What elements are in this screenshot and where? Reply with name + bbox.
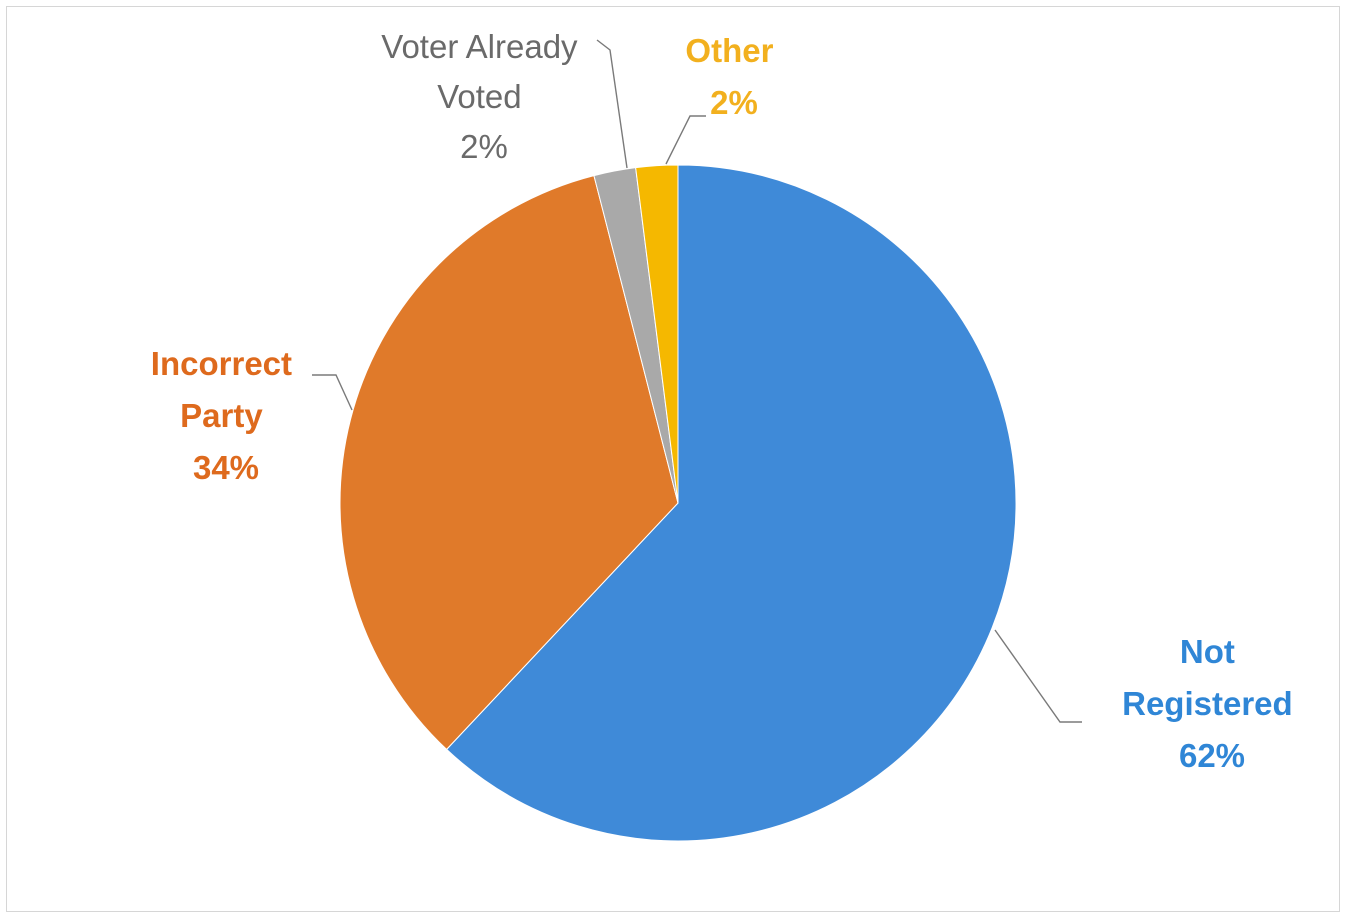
leader-line-voter-already-voted [596, 39, 628, 169]
leader-lines [312, 39, 1082, 723]
slice-label-not-registered: Not Registered 62% [1122, 633, 1302, 774]
slice-not-registered [445, 164, 1017, 842]
pie-slices [339, 164, 1017, 842]
slice-label-incorrect-party: Incorrect Party 34% [151, 345, 301, 486]
slice-incorrect-party [339, 175, 679, 751]
slice-label-other: Other 2% [685, 32, 782, 121]
leader-line-not-registered [994, 629, 1082, 723]
leader-line-other [665, 115, 706, 165]
slice-label-voter-already-voted: Voter Already Voted 2% [381, 28, 586, 165]
leader-line-incorrect-party [312, 374, 353, 411]
slice-other [635, 164, 679, 504]
